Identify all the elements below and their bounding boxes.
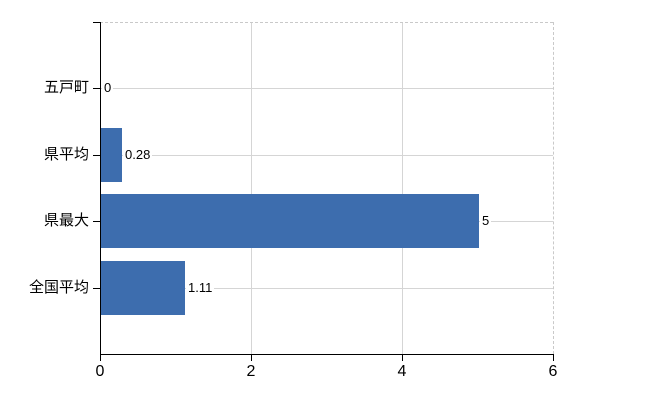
plot-border-top	[100, 22, 553, 23]
horizontal-gridline	[101, 88, 553, 89]
category-label: 五戸町	[43, 79, 89, 96]
bar-value-label: 0.28	[123, 147, 153, 163]
vertical-gridline	[402, 22, 403, 354]
bar-3	[101, 261, 185, 315]
vertical-gridline	[251, 22, 252, 354]
x-axis-tick-label: 4	[397, 363, 407, 380]
y-axis-tick	[93, 221, 100, 222]
x-axis-tick-label: 6	[548, 363, 558, 380]
horizontal-gridline	[101, 288, 553, 289]
bar-2	[101, 194, 479, 248]
horizontal-gridline	[101, 155, 553, 156]
y-axis-tick	[93, 288, 100, 289]
x-axis-tick	[251, 354, 252, 361]
x-axis-line	[100, 354, 554, 355]
x-axis-tick	[553, 354, 554, 361]
bar-value-label: 5	[480, 213, 492, 229]
y-axis-tick	[93, 155, 100, 156]
y-axis-end-tick	[93, 22, 100, 23]
category-label: 全国平均	[28, 279, 89, 296]
y-axis-line	[100, 22, 101, 361]
category-label: 県最大	[43, 212, 89, 229]
x-axis-tick-label: 0	[95, 363, 105, 380]
x-axis-tick-label: 2	[246, 363, 256, 380]
x-axis-tick	[100, 354, 101, 361]
x-axis-tick	[402, 354, 403, 361]
y-axis-tick	[93, 88, 100, 89]
bar-value-label: 1.11	[186, 280, 215, 296]
bar-value-label: 0	[102, 80, 114, 96]
plot-border-right	[553, 22, 554, 354]
bar-1	[101, 128, 122, 182]
category-label: 県平均	[43, 146, 89, 163]
